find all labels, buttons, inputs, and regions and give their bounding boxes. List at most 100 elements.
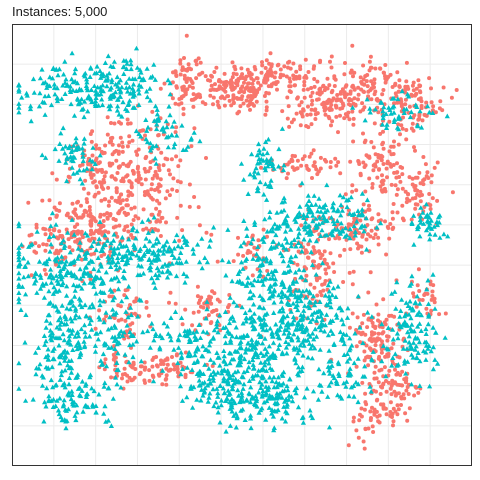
data-point-triangle bbox=[205, 399, 211, 404]
data-point-triangle bbox=[87, 372, 94, 378]
data-point-triangle bbox=[147, 97, 153, 103]
data-point-circle bbox=[267, 61, 272, 66]
data-point-triangle bbox=[68, 315, 74, 321]
data-point-triangle bbox=[355, 381, 361, 387]
data-point-circle bbox=[157, 373, 162, 378]
data-point-triangle bbox=[131, 88, 137, 93]
data-point-circle bbox=[309, 102, 314, 107]
data-point-triangle bbox=[113, 81, 119, 87]
data-point-triangle bbox=[57, 141, 63, 146]
data-point-circle bbox=[165, 357, 170, 362]
data-point-triangle bbox=[344, 358, 350, 364]
data-point-triangle bbox=[124, 322, 130, 328]
data-point-circle bbox=[143, 169, 148, 174]
data-point-triangle bbox=[398, 324, 404, 330]
data-point-circle bbox=[309, 151, 314, 156]
data-point-triangle bbox=[195, 242, 201, 247]
data-point-triangle bbox=[344, 379, 350, 384]
data-point-circle bbox=[399, 396, 404, 401]
data-point-triangle bbox=[58, 372, 64, 378]
data-point-circle bbox=[94, 143, 99, 148]
data-point-triangle bbox=[93, 88, 99, 93]
data-point-triangle bbox=[241, 369, 247, 375]
data-point-triangle bbox=[293, 243, 299, 249]
data-point-triangle bbox=[83, 313, 89, 318]
data-point-circle bbox=[199, 304, 203, 309]
data-point-triangle bbox=[271, 281, 277, 287]
data-point-circle bbox=[381, 129, 385, 134]
data-point-triangle bbox=[63, 425, 69, 431]
data-point-circle bbox=[367, 155, 372, 160]
data-point-triangle bbox=[367, 384, 373, 389]
data-point-triangle bbox=[111, 338, 118, 343]
data-point-triangle bbox=[350, 105, 356, 110]
data-point-circle bbox=[401, 115, 405, 120]
data-point-triangle bbox=[146, 265, 152, 271]
data-point-triangle bbox=[101, 384, 107, 389]
data-point-triangle bbox=[239, 393, 245, 398]
data-point-circle bbox=[90, 153, 95, 158]
data-point-triangle bbox=[42, 399, 48, 405]
data-point-circle bbox=[400, 126, 405, 131]
data-point-triangle bbox=[384, 345, 390, 351]
data-point-circle bbox=[47, 227, 52, 232]
data-point-triangle bbox=[211, 224, 217, 230]
data-point-circle bbox=[370, 86, 375, 91]
data-point-triangle bbox=[210, 378, 217, 383]
data-point-circle bbox=[154, 206, 159, 211]
data-point-triangle bbox=[54, 85, 60, 91]
data-point-triangle bbox=[174, 232, 180, 238]
data-point-circle bbox=[363, 426, 368, 431]
data-point-circle bbox=[209, 83, 214, 88]
data-point-circle bbox=[390, 216, 395, 221]
data-point-triangle bbox=[234, 303, 240, 308]
data-point-triangle bbox=[62, 358, 68, 363]
data-point-triangle bbox=[121, 268, 127, 273]
data-point-circle bbox=[178, 61, 183, 66]
data-point-circle bbox=[377, 420, 382, 425]
data-point-circle bbox=[390, 227, 395, 231]
data-point-triangle bbox=[89, 385, 95, 391]
data-point-triangle bbox=[121, 329, 127, 335]
data-point-circle bbox=[269, 84, 274, 89]
data-point-triangle bbox=[259, 324, 265, 330]
data-point-triangle bbox=[161, 128, 167, 134]
data-point-triangle bbox=[253, 165, 259, 171]
data-point-triangle bbox=[390, 355, 396, 360]
data-point-circle bbox=[248, 107, 252, 112]
data-point-triangle bbox=[56, 158, 62, 163]
data-point-circle bbox=[303, 74, 308, 78]
data-point-circle bbox=[333, 103, 338, 108]
data-point-circle bbox=[170, 96, 175, 101]
data-point-circle bbox=[105, 132, 110, 137]
data-point-circle bbox=[91, 172, 96, 177]
data-point-circle bbox=[88, 132, 93, 136]
data-point-triangle bbox=[263, 351, 269, 357]
data-point-circle bbox=[142, 193, 147, 198]
data-point-circle bbox=[364, 153, 369, 158]
data-point-triangle bbox=[24, 92, 30, 98]
data-point-triangle bbox=[275, 334, 281, 340]
data-point-circle bbox=[119, 192, 123, 197]
data-point-circle bbox=[297, 76, 302, 81]
data-point-triangle bbox=[64, 305, 70, 311]
data-point-triangle bbox=[298, 292, 304, 297]
data-point-triangle bbox=[104, 83, 110, 89]
data-point-triangle bbox=[293, 360, 299, 366]
data-point-triangle bbox=[423, 227, 430, 233]
data-point-triangle bbox=[255, 278, 261, 283]
data-point-circle bbox=[354, 188, 359, 193]
data-point-triangle bbox=[57, 377, 63, 382]
data-point-circle bbox=[416, 390, 421, 395]
data-point-circle bbox=[406, 192, 410, 196]
data-point-circle bbox=[306, 255, 310, 260]
data-point-triangle bbox=[240, 266, 246, 271]
data-point-triangle bbox=[417, 213, 424, 219]
data-point-triangle bbox=[307, 407, 313, 413]
data-point-circle bbox=[192, 126, 197, 131]
data-point-circle bbox=[118, 304, 123, 309]
data-point-triangle bbox=[47, 328, 53, 333]
data-point-circle bbox=[125, 379, 130, 384]
data-point-triangle bbox=[239, 390, 245, 395]
data-point-triangle bbox=[308, 412, 314, 418]
